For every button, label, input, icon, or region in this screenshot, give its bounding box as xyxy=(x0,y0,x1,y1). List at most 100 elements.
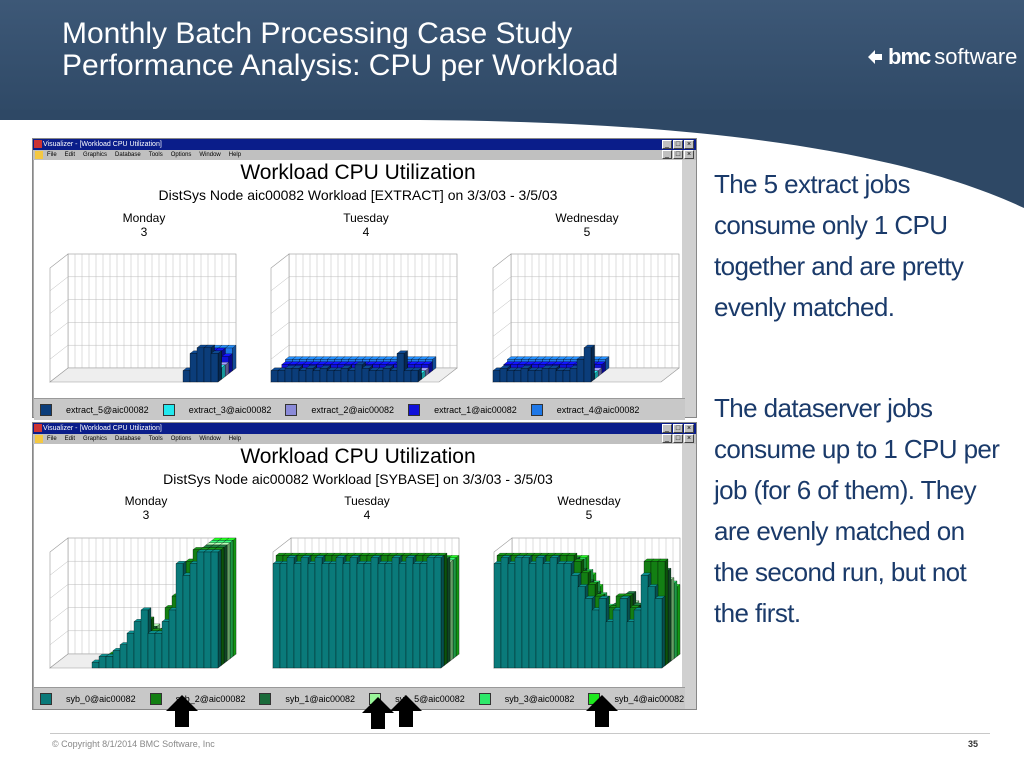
bar xyxy=(347,370,356,383)
menu-graphics[interactable]: Graphics xyxy=(83,152,108,158)
close-button[interactable]: × xyxy=(684,140,694,149)
day-label-wednesday: Wednesday 5 xyxy=(544,494,634,522)
app-icon[interactable] xyxy=(34,424,42,432)
document-icon[interactable] xyxy=(35,435,43,443)
grid-line xyxy=(492,299,512,314)
menu-options[interactable]: Options xyxy=(170,436,192,442)
logo-text-rest: software xyxy=(934,44,1018,69)
close-button[interactable]: × xyxy=(684,424,694,433)
bar xyxy=(349,557,358,669)
bar xyxy=(203,551,212,669)
menu-file[interactable]: File xyxy=(47,436,57,442)
bar xyxy=(619,598,628,669)
day-label-tuesday: Tuesday 4 xyxy=(322,494,412,522)
copyright: © Copyright 8/1/2014 BMC Software, Inc xyxy=(52,739,215,749)
bar-side xyxy=(228,353,233,374)
grid-line xyxy=(49,345,69,360)
doc-minimize-button[interactable]: _ xyxy=(662,434,672,443)
day-panel xyxy=(272,537,460,669)
document-icon[interactable] xyxy=(35,151,43,159)
menu-options[interactable]: Options xyxy=(170,152,192,158)
bar xyxy=(654,598,663,669)
legend-item: extract_5@aic00082 xyxy=(40,403,149,416)
legend-label: syb_5@aic00082 xyxy=(395,693,465,704)
visualizer-window-extract: Visualizer - [Workload CPU Utilization] … xyxy=(32,138,697,420)
bar xyxy=(286,557,295,669)
menu-help[interactable]: Help xyxy=(228,152,242,158)
grid-line xyxy=(492,322,512,337)
footer-divider xyxy=(50,733,990,734)
menu-window[interactable]: Window xyxy=(199,436,221,442)
bar xyxy=(513,370,522,383)
bar xyxy=(396,353,405,383)
up-arrow-icon xyxy=(586,695,618,727)
bar xyxy=(528,563,537,669)
grid-line xyxy=(49,584,69,599)
maximize-button[interactable]: □ xyxy=(673,424,683,433)
document-controls: _ □ × xyxy=(662,150,694,159)
chart-legend: extract_5@aic00082 extract_3@aic00082 extr… xyxy=(34,398,685,420)
bar xyxy=(556,563,565,669)
sybase-cpu-chart xyxy=(49,537,681,669)
bar-side xyxy=(220,547,225,666)
grid-line xyxy=(49,276,69,291)
legend-label: syb_4@aic00082 xyxy=(614,693,685,704)
menu-help[interactable]: Help xyxy=(228,436,242,442)
bar xyxy=(605,621,614,669)
menu-file[interactable]: File xyxy=(47,152,57,158)
legend-label: syb_0@aic00082 xyxy=(66,693,136,704)
bar xyxy=(196,551,205,669)
bar xyxy=(542,563,551,669)
chart-subtitle: DistSys Node aic00082 Workload [SYBASE] … xyxy=(163,471,553,487)
day-name: Tuesday xyxy=(343,211,389,225)
legend-swatch xyxy=(162,403,175,416)
legend-item: syb_0@aic00082 xyxy=(40,692,136,705)
doc-maximize-button[interactable]: □ xyxy=(673,150,683,159)
menu-database[interactable]: Database xyxy=(115,436,141,442)
minimize-button[interactable]: _ xyxy=(662,424,672,433)
bar xyxy=(277,370,286,383)
menu-graphics[interactable]: Graphics xyxy=(83,436,108,442)
bar xyxy=(577,586,586,669)
doc-maximize-button[interactable]: □ xyxy=(673,434,683,443)
visualizer-window-sybase: Visualizer - [Workload CPU Utilization] … xyxy=(32,422,697,710)
window-titlebar[interactable]: Visualizer - [Workload CPU Utilization] … xyxy=(33,423,696,434)
doc-close-button[interactable]: × xyxy=(684,434,694,443)
menu-tools[interactable]: Tools xyxy=(148,152,163,158)
maximize-button[interactable]: □ xyxy=(673,140,683,149)
menu-window[interactable]: Window xyxy=(199,152,221,158)
bar xyxy=(500,557,509,669)
bar xyxy=(314,557,323,669)
doc-close-button[interactable]: × xyxy=(684,150,694,159)
bar xyxy=(112,650,121,669)
grid-line xyxy=(270,322,290,337)
menu-database[interactable]: Database xyxy=(115,152,141,158)
day-num: 3 xyxy=(142,508,150,522)
menu-tools[interactable]: Tools xyxy=(148,436,163,442)
legend-item: extract_3@aic00082 xyxy=(162,403,271,416)
bar xyxy=(284,368,293,383)
bar-side xyxy=(590,344,595,383)
menu-edit[interactable]: Edit xyxy=(64,152,76,158)
bar xyxy=(410,370,419,383)
window-titlebar[interactable]: Visualizer - [Workload CPU Utilization] … xyxy=(33,139,696,150)
bar xyxy=(326,370,335,383)
day-label-wednesday: Wednesday 5 xyxy=(542,211,632,239)
bar-side xyxy=(673,580,678,659)
bar-side xyxy=(661,595,666,669)
menu-edit[interactable]: Edit xyxy=(64,436,76,442)
minimize-button[interactable]: _ xyxy=(662,140,672,149)
header-band xyxy=(0,0,1024,120)
bar xyxy=(569,368,578,383)
bar xyxy=(626,621,635,669)
day-num: 5 xyxy=(585,508,593,522)
bar xyxy=(382,368,391,383)
app-icon[interactable] xyxy=(34,140,42,148)
bar xyxy=(640,575,649,669)
day-name: Wednesday xyxy=(557,494,621,508)
day-name: Wednesday xyxy=(555,211,619,225)
doc-minimize-button[interactable]: _ xyxy=(662,150,672,159)
bar xyxy=(119,644,128,669)
day-name: Monday xyxy=(124,494,168,508)
chart-title: Workload CPU Utilization xyxy=(240,445,476,468)
